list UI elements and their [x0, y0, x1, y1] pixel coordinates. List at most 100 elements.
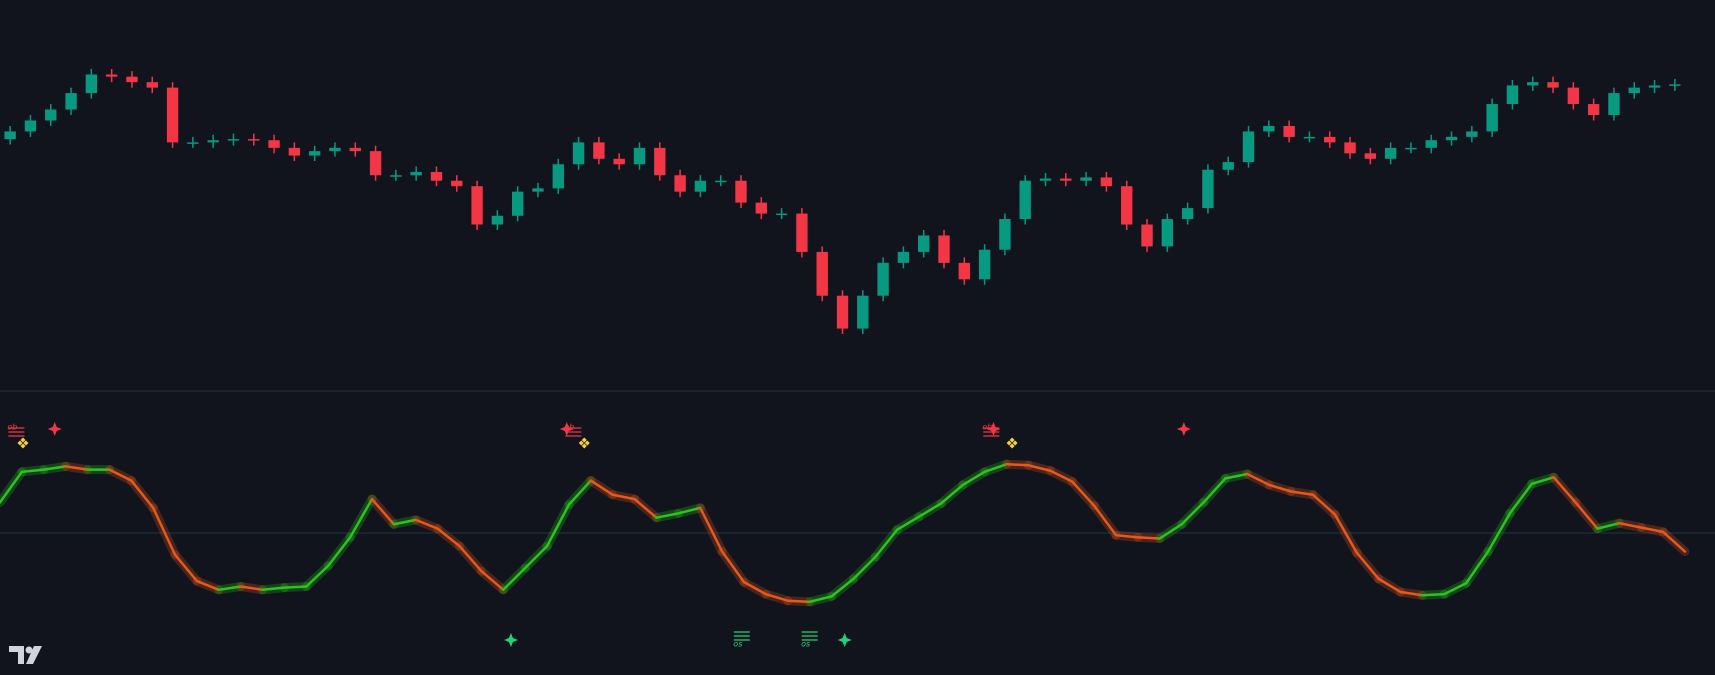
oscillator-segment [326, 536, 352, 568]
candle-body [978, 249, 991, 280]
oscillator-segment [458, 544, 483, 573]
oscillator-segment [1267, 483, 1293, 493]
candle-body [268, 140, 280, 148]
oscillator-segment [64, 465, 89, 471]
oscillator-segment [1486, 512, 1512, 553]
candle-body [349, 147, 361, 152]
oscillator-segment [655, 512, 680, 519]
candle-body [1669, 84, 1681, 86]
oscillator-segment [611, 493, 636, 501]
candle-body [633, 147, 646, 165]
tradingview-logo [9, 646, 42, 664]
candle-body [1628, 87, 1640, 94]
oscillator-segment [1552, 476, 1577, 504]
oscillator-segment [545, 503, 571, 548]
oscillator-segment [1464, 550, 1490, 585]
candle-body [857, 295, 869, 329]
oscillator-segment [874, 528, 899, 559]
oscillator-segment [939, 483, 965, 505]
oscillator-segment [1421, 592, 1446, 597]
candle-body [1019, 180, 1031, 220]
oscillator-segment [239, 585, 264, 592]
candle-body [451, 180, 463, 187]
candle-body [836, 295, 849, 329]
candle-body [1039, 178, 1052, 181]
candle-body [24, 120, 37, 132]
candle-body [1648, 85, 1661, 88]
candle-body [491, 215, 504, 225]
candle-body [308, 151, 321, 156]
candle-body [85, 74, 98, 94]
candle-body [1121, 186, 1133, 225]
oscillator-segment [961, 470, 986, 487]
candle-body [735, 180, 747, 203]
candle-body [1486, 104, 1498, 132]
zone-label: ob [982, 423, 992, 432]
candle-body [187, 142, 199, 144]
candle-body [1100, 177, 1113, 187]
candle-body [593, 142, 605, 159]
oscillator-segment [1071, 480, 1096, 507]
oscillator-segment [633, 497, 658, 519]
candle-body [511, 191, 524, 216]
oscillator-segment [1092, 504, 1118, 537]
oscillator-segment [42, 465, 67, 471]
oscillator-segment [1639, 526, 1665, 534]
candle-body [1384, 147, 1397, 159]
oscillator-segment [1027, 464, 1052, 472]
candle-body [613, 158, 625, 165]
candle-body [999, 219, 1011, 250]
oscillator-segment [151, 506, 177, 557]
oscillator-segment [1114, 533, 1140, 539]
oscillator-segment [808, 595, 833, 604]
candle-body [1506, 85, 1519, 105]
oscillator-segment [0, 470, 24, 504]
oscillator-segment [1399, 590, 1424, 597]
oscillator-segment [130, 479, 155, 510]
oscillator-segment [1508, 482, 1534, 515]
candle-body [1364, 153, 1377, 159]
oscillator-segment [1311, 493, 1337, 516]
oscillator-segment [764, 592, 790, 602]
oscillator-segment [1180, 501, 1205, 526]
oscillator-segment [677, 506, 702, 515]
candle-body [755, 202, 767, 214]
oscillator-segment [108, 468, 133, 482]
candle-body [715, 180, 727, 183]
candle-body [1141, 224, 1153, 247]
candle-body [938, 235, 950, 263]
candle-body [897, 251, 910, 263]
zone-label: os [801, 640, 810, 649]
candle-body [572, 142, 585, 165]
candle-body [45, 109, 57, 121]
zone-label: ob [564, 423, 574, 432]
oscillator-segment [173, 553, 199, 583]
candle-body [1283, 125, 1295, 137]
candle-body [1527, 82, 1539, 86]
oscillator-segment [1574, 501, 1599, 530]
oscillator-segment [1333, 513, 1358, 554]
signal-diamonds [578, 437, 590, 449]
oscillator-segment [830, 577, 855, 598]
zone-label: ob [7, 423, 17, 432]
candle-body [1445, 136, 1458, 141]
candle-body [288, 147, 301, 156]
oscillator-segment [1224, 472, 1249, 480]
candle-body [471, 186, 483, 225]
oscillator-segment [283, 585, 308, 589]
oscillator-segment [523, 544, 549, 570]
candle-body [227, 139, 240, 141]
candle-body [1263, 125, 1275, 132]
candle-body [390, 175, 402, 177]
candle-body [1242, 131, 1255, 163]
candle-body [329, 147, 341, 152]
candle-body [4, 131, 16, 140]
oscillator-segment [20, 468, 46, 474]
zone-marker: os [733, 631, 750, 649]
candle-body [105, 74, 118, 77]
oscillator-segment [1158, 523, 1183, 540]
candle-body [1547, 82, 1559, 88]
oscillator-segment [1289, 490, 1315, 497]
candle-body [146, 82, 158, 88]
